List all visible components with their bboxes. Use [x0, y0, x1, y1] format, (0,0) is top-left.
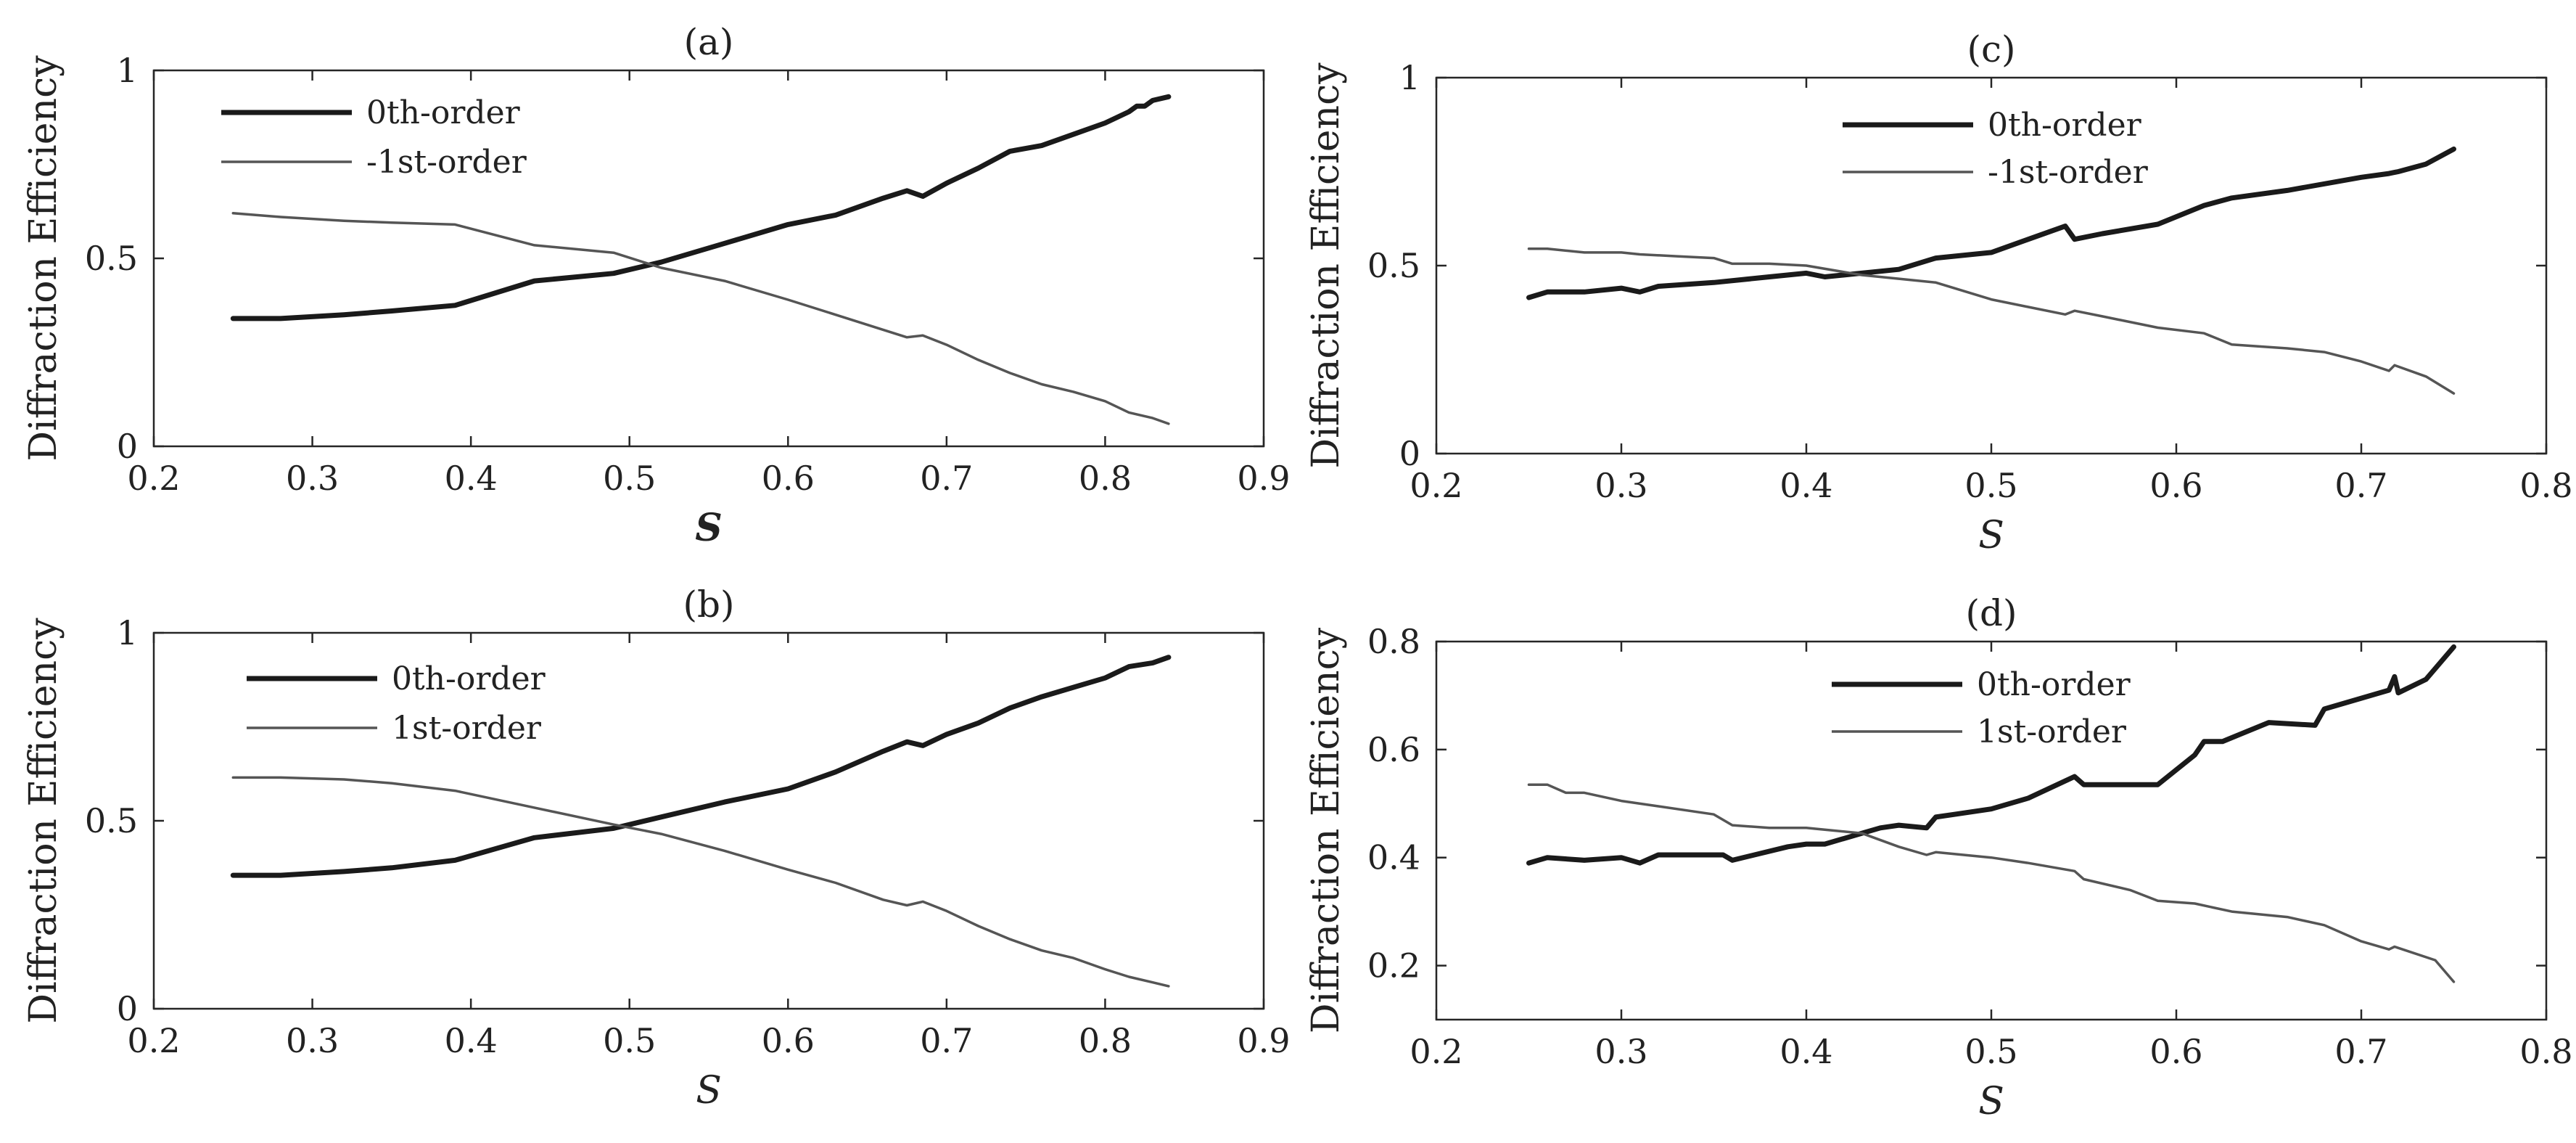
series-line-0th-order: [230, 94, 1172, 321]
x-tick-label: 0.5: [603, 459, 656, 498]
x-tick-label: 0.7: [2334, 466, 2387, 505]
y-axis-label: Diffraction Efficiency: [1304, 627, 1348, 1033]
x-tick-label: 0.5: [1964, 466, 2017, 505]
x-tick-label: 0.6: [762, 1021, 815, 1060]
x-axis-label: S: [1978, 1080, 2004, 1123]
x-tick-label: 0.2: [127, 459, 180, 498]
x-tick-label: 0.6: [2149, 1032, 2202, 1071]
y-tick-label: 0.5: [85, 239, 138, 278]
y-tick-label: 1: [1399, 58, 1420, 97]
series-line-0th-order: [1526, 644, 2456, 866]
x-tick-label: 0.2: [1410, 1032, 1462, 1071]
x-tick-label: 0.4: [445, 459, 498, 498]
x-tick-label: 0.8: [1079, 1021, 1132, 1060]
legend-label: 1st-order: [1977, 713, 2127, 750]
x-axis-label: S: [696, 1069, 722, 1113]
y-tick-label: 0: [117, 989, 138, 1028]
legend-label: -1st-order: [366, 144, 527, 181]
panel-title: (a): [684, 21, 734, 63]
x-tick-label: 0.9: [1237, 1021, 1290, 1060]
legend-label: 0th-order: [392, 660, 546, 697]
y-axis-label: Diffraction Efficiency: [1304, 62, 1348, 469]
x-tick-label: 0.4: [445, 1021, 498, 1060]
x-tick-label: 0.9: [1237, 459, 1290, 498]
panel-title: (d): [1965, 592, 2017, 634]
y-tick-label: 0.6: [1367, 730, 1420, 769]
panel-b: 0.2 0.3 0.4 0.5 0.6 0.7 0.8 0.9 0 0.5 1 (b) S Diffrac…: [22, 583, 1291, 1113]
legend-label: -1st-order: [1988, 154, 2149, 191]
y-tick-label: 1: [117, 51, 138, 90]
x-axis-label: S: [1978, 514, 2004, 557]
x-tick-label: 0.3: [1594, 1032, 1647, 1071]
y-tick-label: 0.5: [85, 801, 138, 840]
series-line-1st-order: [231, 776, 1170, 988]
legend-label: 0th-order: [1977, 666, 2131, 703]
x-tick-label: 0.7: [920, 1021, 973, 1060]
y-tick-label: 0: [117, 427, 138, 466]
x-axis-label: S: [695, 506, 723, 550]
series-line-0th-order: [230, 655, 1172, 878]
panel-a: 0.2 0.3 0.4 0.5 0.6 0.7 0.8 0.9 0 0.5 1 (a) S Diffrac…: [22, 21, 1291, 550]
x-tick-label: 0.8: [2519, 1032, 2572, 1071]
x-tick-label: 0.3: [1594, 466, 1647, 505]
y-tick-label: 0.8: [1367, 622, 1420, 661]
y-axis-label: Diffraction Efficiency: [22, 618, 65, 1024]
legend-label: 0th-order: [366, 94, 521, 131]
panel-title: (b): [683, 583, 734, 626]
legend-label: 1st-order: [392, 710, 542, 747]
series-line-0th-order: [1526, 146, 2456, 300]
y-tick-label: 0: [1399, 434, 1420, 473]
panel-c: 0.2 0.3 0.4 0.5 0.6 0.7 0.8 0 0.5 1 (c) S Diffractio…: [1304, 28, 2573, 557]
x-tick-label: 0.4: [1779, 466, 1832, 505]
y-tick-label: 0.5: [1367, 246, 1420, 285]
x-tick-label: 0.7: [920, 459, 973, 498]
x-tick-label: 0.7: [2334, 1032, 2387, 1071]
legend-label: 0th-order: [1988, 107, 2142, 144]
x-tick-label: 0.3: [286, 459, 339, 498]
x-tick-label: 0.6: [762, 459, 815, 498]
x-tick-label: 0.5: [1964, 1032, 2017, 1071]
x-tick-label: 0.4: [1779, 1032, 1832, 1071]
panel-d: 0.2 0.3 0.4 0.5 0.6 0.7 0.8 0.2 0.4 0.6 0.8 (d) S Dif…: [1304, 592, 2573, 1123]
x-tick-label: 0.6: [2149, 466, 2202, 505]
series-line-1st-order: [1527, 783, 2456, 983]
x-tick-label: 0.3: [286, 1021, 339, 1060]
y-tick-label: 0.2: [1367, 946, 1420, 986]
panel-title: (c): [1967, 28, 2015, 70]
x-tick-label: 0.8: [1079, 459, 1132, 498]
y-axis-label: Diffraction Efficiency: [22, 55, 65, 462]
y-tick-label: 0.4: [1367, 838, 1420, 877]
x-tick-label: 0.5: [603, 1021, 656, 1060]
axes-box: [152, 631, 1265, 1010]
series-line-1st-order: [1527, 247, 2456, 395]
y-tick-label: 1: [117, 613, 138, 652]
series-line-1st-order: [231, 212, 1170, 425]
x-tick-label: 0.2: [1410, 466, 1462, 505]
x-tick-label: 0.2: [127, 1021, 180, 1060]
x-tick-label: 0.8: [2519, 466, 2572, 505]
